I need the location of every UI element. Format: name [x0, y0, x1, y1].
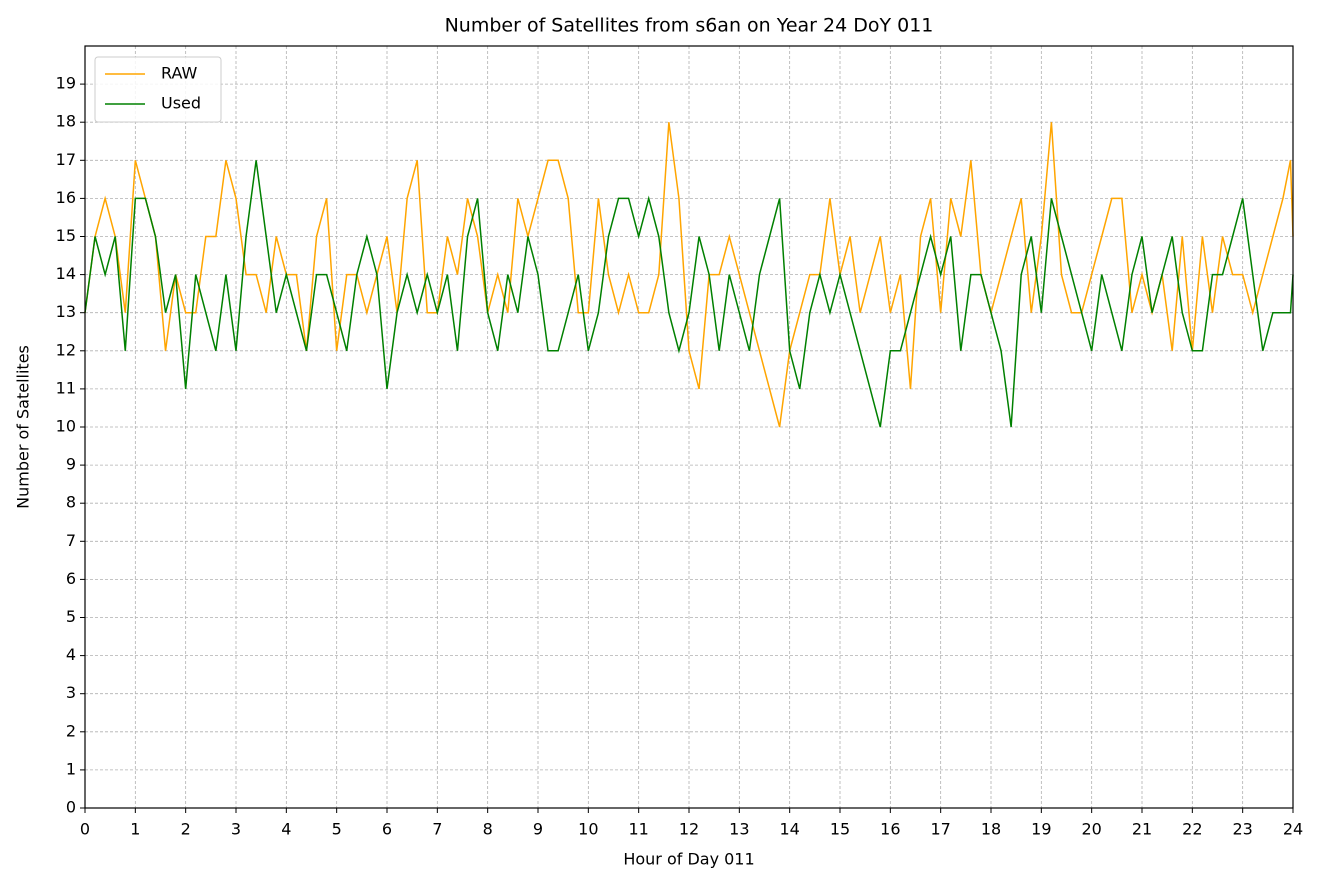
- data-line: [84, 122, 1294, 428]
- x-tick-label: 24: [1283, 820, 1303, 839]
- x-tick-label: 1: [130, 820, 140, 839]
- x-tick-label: 22: [1182, 820, 1202, 839]
- x-tick-label: 23: [1232, 820, 1252, 839]
- y-axis-label: Number of Satellites: [14, 345, 33, 509]
- y-tick-label: 5: [66, 607, 76, 626]
- chart-title: Number of Satellites from s6an on Year 2…: [445, 15, 934, 37]
- y-tick-label: 16: [56, 188, 76, 207]
- y-tick-label: 10: [56, 417, 76, 436]
- y-tick-label: 17: [56, 150, 76, 169]
- plot-frame: [84, 45, 1294, 809]
- x-tick-label: 17: [930, 820, 950, 839]
- y-tick-label: 13: [56, 302, 76, 321]
- y-tick-label: 15: [56, 226, 76, 245]
- y-tick-label: 6: [66, 569, 76, 588]
- x-tick-label: 8: [483, 820, 493, 839]
- y-tick-label: 8: [66, 493, 76, 512]
- x-tick-label: 7: [432, 820, 442, 839]
- y-tick-label: 1: [66, 759, 76, 778]
- y-tick-label: 11: [56, 378, 76, 397]
- x-tick-label: 20: [1081, 820, 1101, 839]
- x-tick-label: 14: [779, 820, 799, 839]
- y-tick-label: 4: [66, 645, 76, 664]
- y-tick-label: 3: [66, 683, 76, 702]
- x-tick-label: 11: [628, 820, 648, 839]
- y-tick-label: 19: [56, 74, 76, 93]
- x-tick-label: 19: [1031, 820, 1051, 839]
- x-tick-label: 4: [281, 820, 291, 839]
- x-tick-label: 0: [80, 820, 90, 839]
- x-tick-label: 16: [880, 820, 900, 839]
- legend-label: Used: [161, 94, 201, 113]
- legend-label: RAW: [161, 64, 198, 83]
- y-tick-label: 2: [66, 721, 76, 740]
- x-tick-label: 3: [231, 820, 241, 839]
- x-tick-label: 6: [382, 820, 392, 839]
- x-tick-label: 9: [533, 820, 543, 839]
- x-tick-label: 10: [578, 820, 598, 839]
- y-tick-label: 12: [56, 340, 76, 359]
- x-tick-label: 18: [981, 820, 1001, 839]
- x-tick-label: 2: [181, 820, 191, 839]
- x-tick-label: 21: [1132, 820, 1152, 839]
- legend-box: [94, 56, 222, 123]
- y-tick-label: 7: [66, 531, 76, 550]
- x-tick-label: 15: [830, 820, 850, 839]
- x-axis-label: Hour of Day 011: [623, 850, 754, 869]
- y-tick-label: 14: [56, 264, 76, 283]
- y-tick-label: 0: [66, 798, 76, 817]
- x-tick-label: 5: [332, 820, 342, 839]
- y-tick-label: 18: [56, 112, 76, 131]
- y-tick-label: 9: [66, 455, 76, 474]
- data-line: [84, 160, 1294, 428]
- x-tick-label: 13: [729, 820, 749, 839]
- x-tick-label: 12: [679, 820, 699, 839]
